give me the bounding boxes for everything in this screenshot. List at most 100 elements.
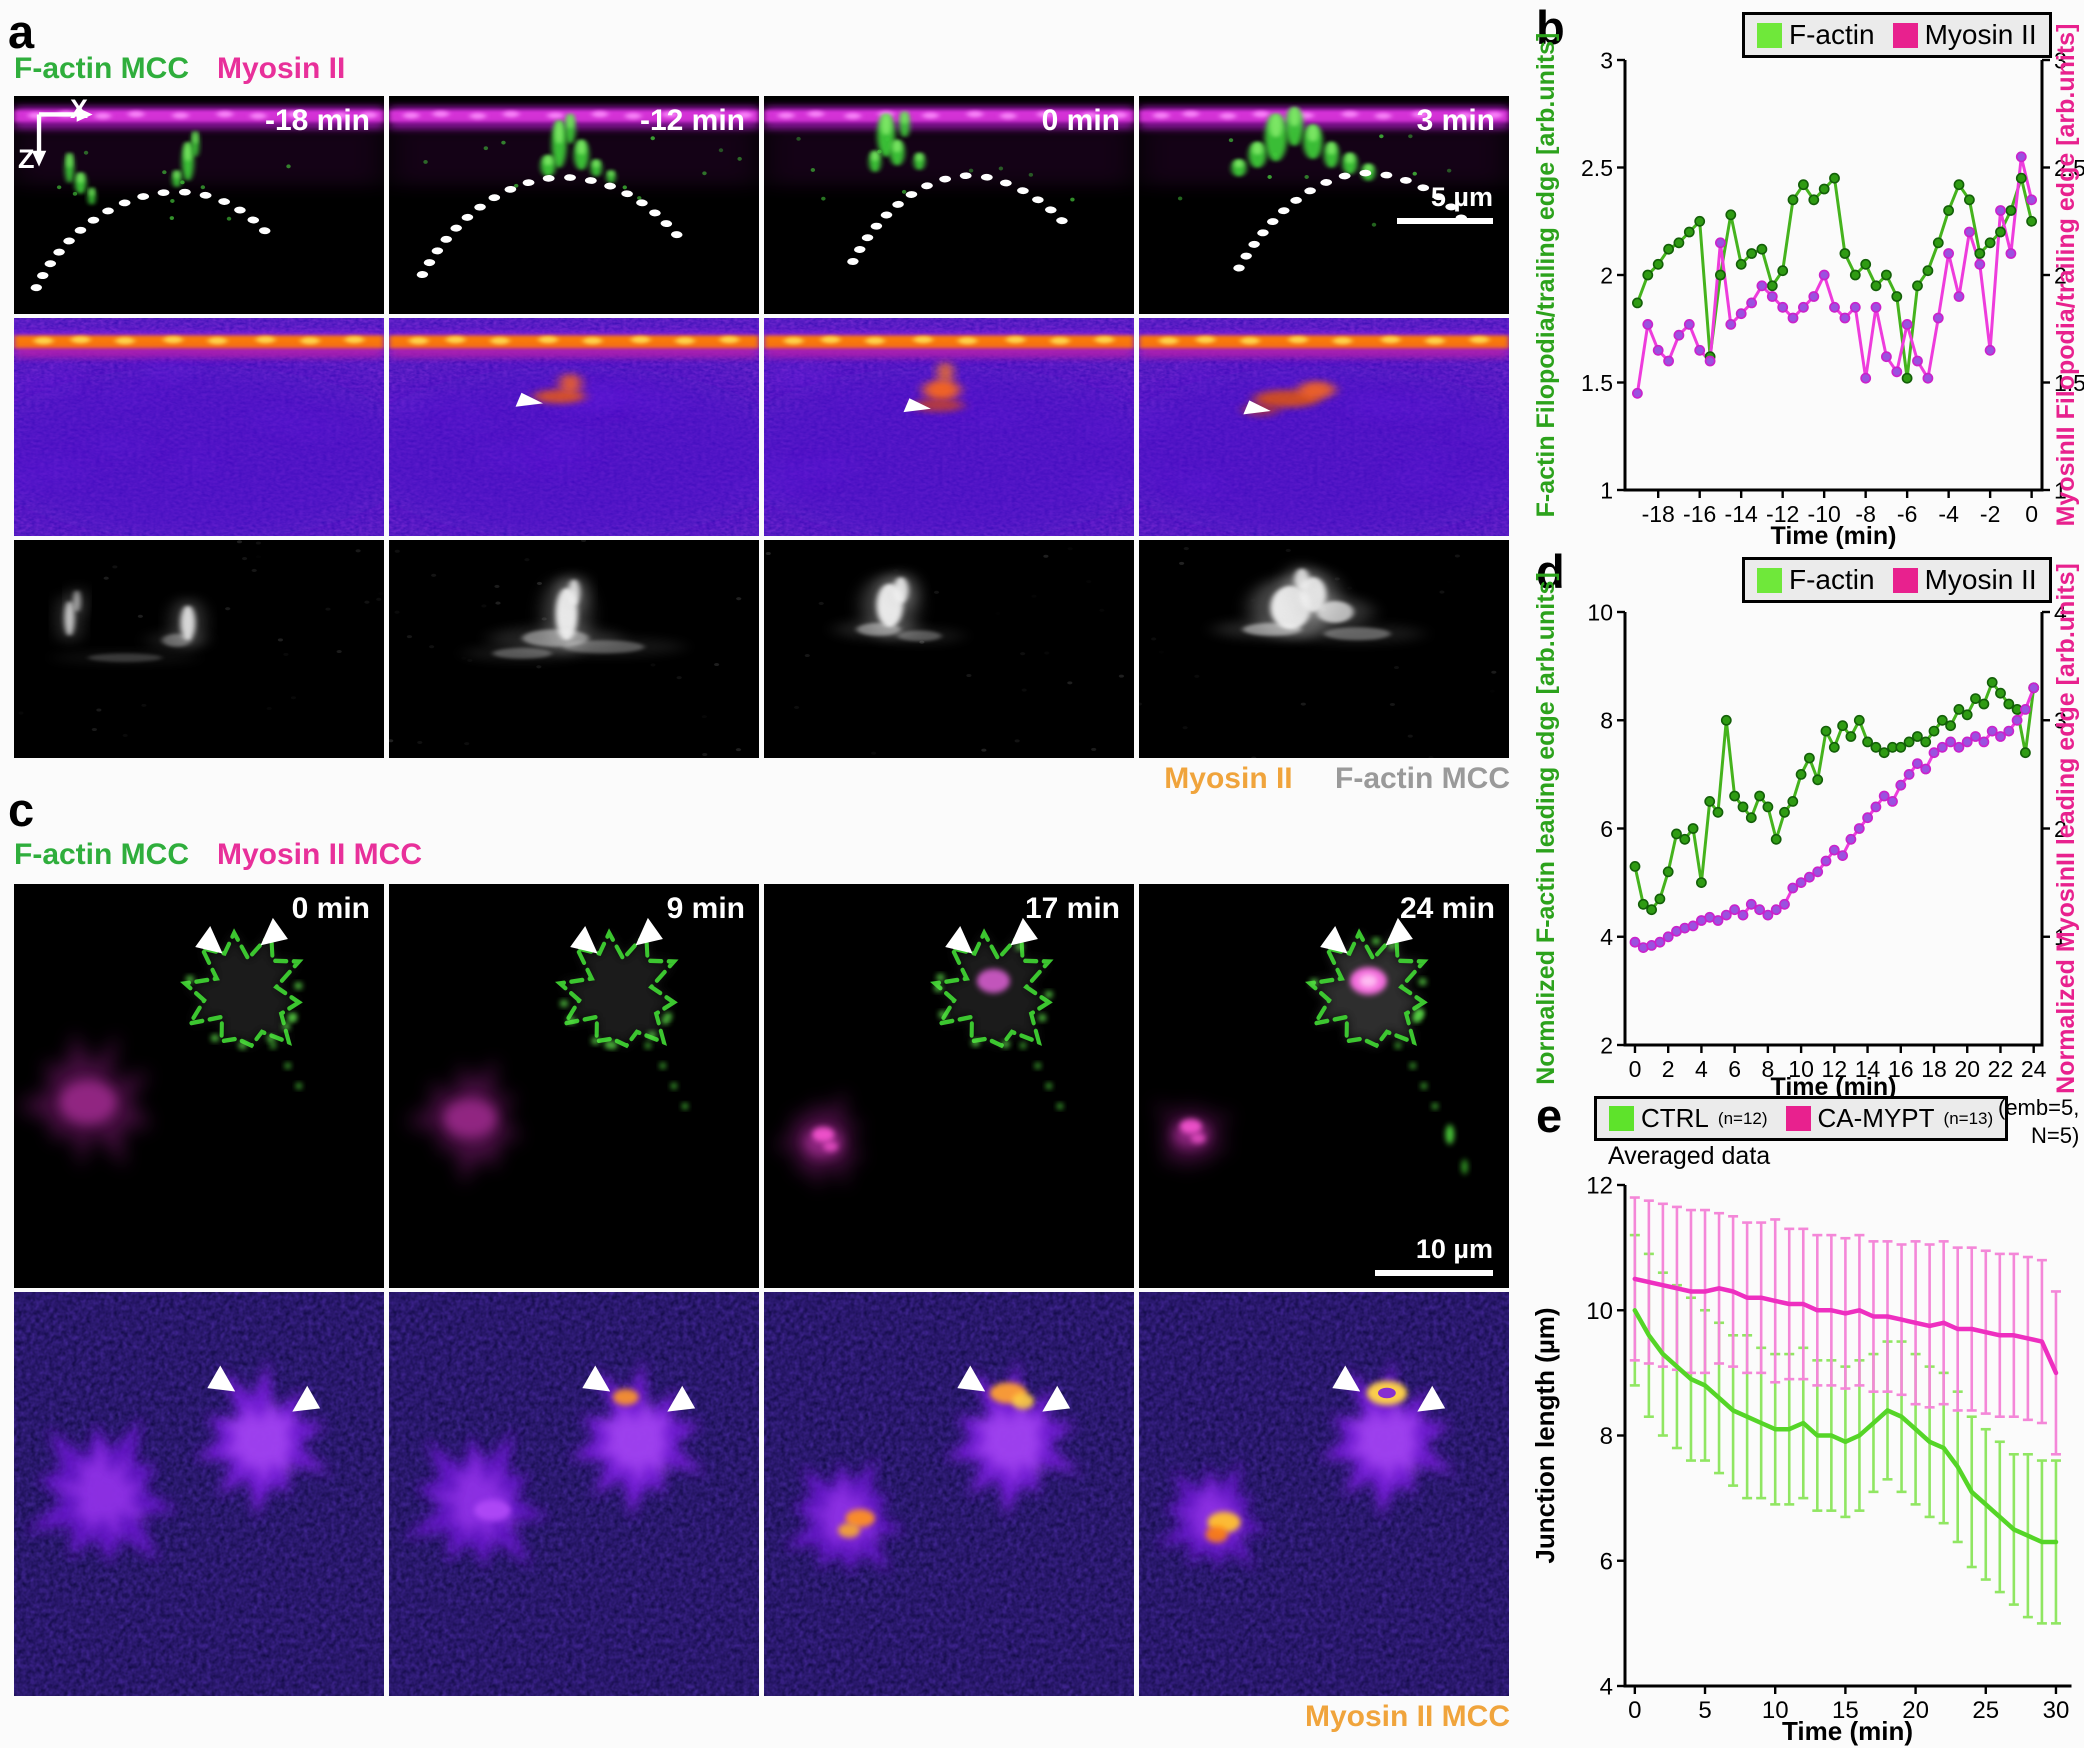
legend-n: (n=12): [1717, 1108, 1768, 1128]
micrograph-a-merge-frame4: 3 min 5 µm: [1139, 96, 1509, 314]
micrograph-image: [389, 96, 759, 314]
timepoint-label: 0 min: [291, 892, 370, 925]
micrograph-a-fire-frame1: [14, 318, 384, 536]
timepoint-label: 17 min: [1024, 892, 1120, 925]
legend-label: F-actin: [1789, 19, 1875, 50]
svg-text:2.5: 2.5: [2054, 155, 2084, 181]
micrograph-a-gray-frame2: [389, 540, 759, 758]
panel-c-footer: Myosin II MCC: [14, 1700, 1510, 1734]
axis-orientation-widget: X Z: [18, 96, 116, 184]
chart-e-junction-length: 0 5 10 15 20 25 30 Time (min) 4 6 8 10 12 Junction le…: [1528, 1090, 2084, 1748]
z-axis-label: Z: [18, 144, 35, 174]
panel-c-label: c: [8, 783, 35, 836]
legend-label: CTRL: [1641, 1103, 1709, 1133]
svg-text:1.5: 1.5: [2054, 370, 2084, 396]
svg-text:-4: -4: [1938, 501, 1959, 527]
svg-text:10: 10: [1762, 1697, 1789, 1724]
factin-channel-label: F-actin MCC: [14, 838, 189, 871]
micrograph-image: [1139, 884, 1509, 1288]
svg-text:4: 4: [1600, 1674, 1613, 1701]
svg-text:1.5: 1.5: [1581, 370, 1613, 396]
micrograph-image: [1139, 96, 1509, 314]
svg-text:8: 8: [1600, 1423, 1613, 1450]
micrograph-image: [389, 318, 759, 536]
timepoint-label: -12 min: [639, 104, 745, 137]
svg-text:-6: -6: [1897, 501, 1917, 527]
scalebar-line: [1397, 218, 1493, 224]
svg-text:4: 4: [1600, 924, 1613, 950]
scalebar: 5 µm: [1397, 182, 1493, 224]
panel-b-label: b: [1536, 1, 1565, 54]
svg-text:MyosinII Filopodia/trailing ed: MyosinII Filopodia/trailing edge [arb.un…: [2052, 24, 2080, 527]
legend-e: CTRL (n=12) CA-MYPT (n=13): [1594, 1096, 2009, 1141]
legend-label: Myosin II: [1924, 19, 2037, 50]
micrograph-image: [1139, 318, 1509, 536]
scalebar-label: 5 µm: [1430, 182, 1493, 212]
svg-text:12: 12: [1586, 1173, 1613, 1200]
emb-annotation-line1: (emb=5,: [1998, 1095, 2080, 1120]
svg-text:Time (min): Time (min): [1782, 1716, 1913, 1746]
svg-text:2: 2: [1600, 262, 1613, 288]
svg-text:14: 14: [1855, 1056, 1881, 1082]
myosin-channel-label: Myosin II MCC: [217, 838, 423, 871]
svg-text:2: 2: [2054, 816, 2067, 842]
scalebar: 10 µm: [1375, 1234, 1493, 1276]
svg-text:10: 10: [1587, 599, 1613, 625]
micrograph-a-gray-frame4: [1139, 540, 1509, 758]
legend-item: Myosin II: [1892, 19, 2037, 51]
svg-text:1: 1: [2054, 477, 2067, 503]
panel-a-channel-header: F-actin MCC Myosin II: [14, 52, 345, 86]
micrograph-image: [14, 540, 384, 758]
legend-swatch: [1757, 567, 1782, 593]
timepoint-label: -18 min: [264, 104, 370, 137]
svg-text:4: 4: [1695, 1056, 1708, 1082]
legend-swatch: [1609, 1106, 1634, 1131]
myosin-mcc-lut-label: Myosin II MCC: [1304, 1700, 1510, 1733]
svg-text:1: 1: [1600, 477, 1613, 503]
svg-text:8: 8: [1761, 1056, 1774, 1082]
micrograph-image: [14, 884, 384, 1288]
micrograph-image: [764, 884, 1134, 1288]
svg-text:-18: -18: [1642, 501, 1675, 527]
panel-c-channel-header: F-actin MCC Myosin II MCC: [14, 838, 422, 872]
svg-text:6: 6: [1600, 816, 1613, 842]
micrograph-image: [764, 1292, 1134, 1696]
micrograph-c-merge-frame4: 24 min 10 µm: [1139, 884, 1509, 1288]
svg-text:-16: -16: [1683, 501, 1716, 527]
svg-text:15: 15: [1832, 1697, 1859, 1724]
micrograph-c-merge-frame1: 0 min: [14, 884, 384, 1288]
panel-d-label: d: [1536, 545, 1565, 598]
legend-label: F-actin: [1789, 564, 1875, 595]
svg-text:3: 3: [2054, 47, 2067, 73]
svg-text:20: 20: [1902, 1697, 1929, 1724]
micrograph-c-fire-frame4: [1139, 1292, 1509, 1696]
micrograph-image: [764, 540, 1134, 758]
timepoint-label: 24 min: [1399, 892, 1495, 925]
svg-text:-2: -2: [1980, 501, 2000, 527]
legend-item: CA-MYPT (n=13): [1785, 1103, 1993, 1134]
micrograph-image: [1139, 540, 1509, 758]
legend-d: F-actin Myosin II: [1742, 557, 2052, 603]
svg-text:12: 12: [1822, 1056, 1848, 1082]
svg-text:25: 25: [1972, 1697, 1999, 1724]
legend-swatch: [1892, 567, 1918, 593]
svg-text:18: 18: [1921, 1056, 1947, 1082]
legend-item: CTRL (n=12): [1609, 1103, 1768, 1134]
svg-text:6: 6: [1600, 1548, 1613, 1575]
micrograph-image: [764, 96, 1134, 314]
svg-text:5: 5: [1698, 1697, 1711, 1724]
micrograph-a-fire-frame3: [764, 318, 1134, 536]
svg-text:6: 6: [1728, 1056, 1741, 1082]
svg-text:2: 2: [2054, 262, 2067, 288]
svg-text:24: 24: [2021, 1056, 2047, 1082]
micrograph-c-fire-frame3: [764, 1292, 1134, 1696]
svg-text:1: 1: [2054, 924, 2067, 950]
svg-text:Time (min): Time (min): [1771, 522, 1897, 550]
svg-text:2: 2: [1662, 1056, 1675, 1082]
axis-arrows-icon: [31, 107, 93, 167]
micrograph-a-merge-frame1: X Z -18 min: [14, 96, 384, 314]
micrograph-a-gray-frame1: [14, 540, 384, 758]
micrograph-image: [14, 318, 384, 536]
micrograph-image: [389, 884, 759, 1288]
